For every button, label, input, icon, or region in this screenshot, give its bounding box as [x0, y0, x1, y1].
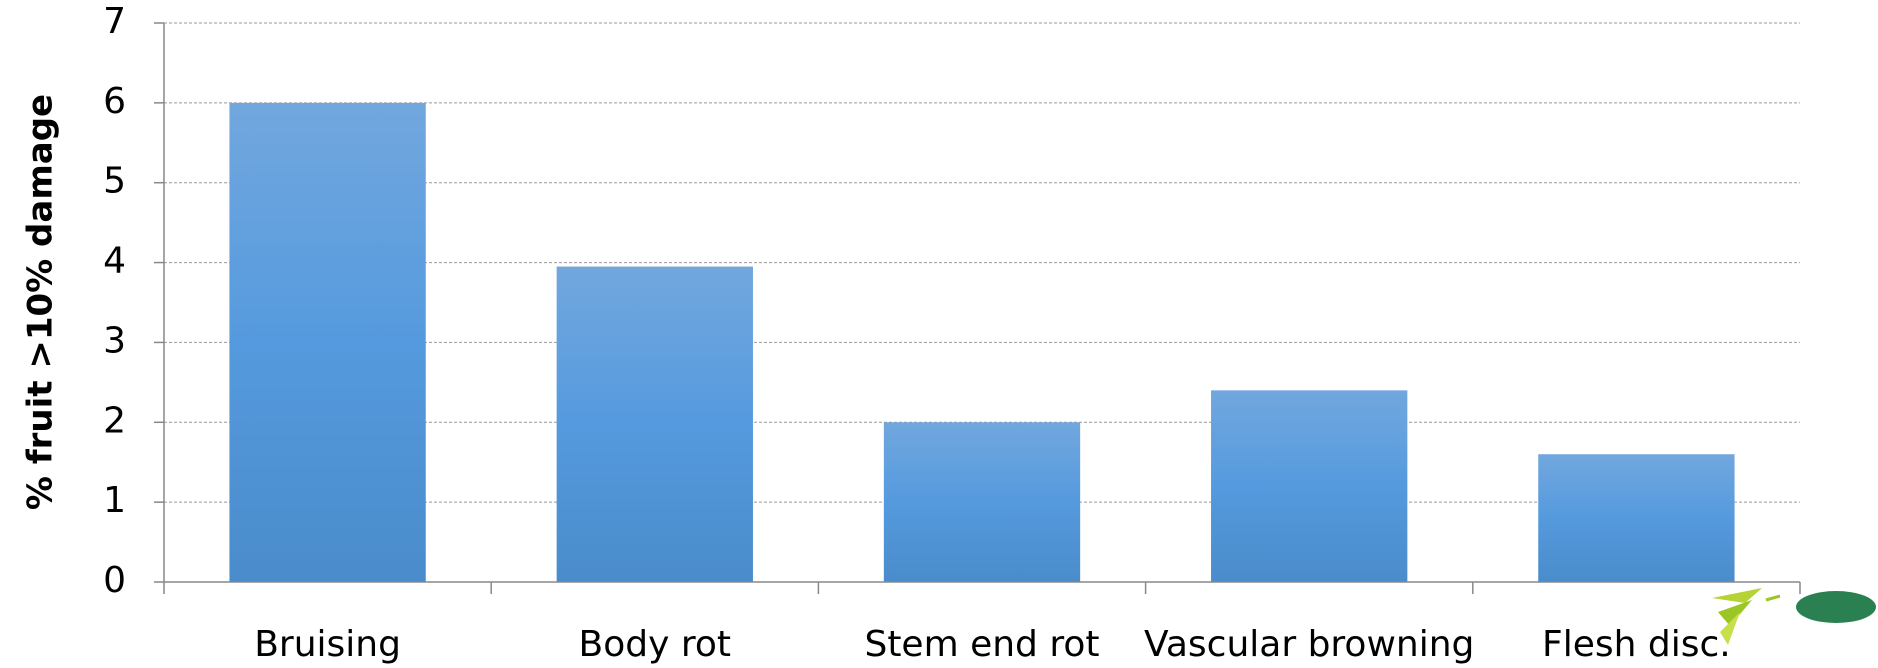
bar: [556, 266, 753, 582]
y-tick-label: 1: [103, 480, 126, 521]
y-tick-label: 6: [103, 81, 126, 122]
x-tick-label: Vascular browning: [1144, 624, 1474, 665]
y-tick-label: 5: [103, 161, 126, 202]
y-tick-label: 4: [103, 241, 126, 282]
y-axis-label: % fruit >10% damage: [21, 94, 61, 510]
x-tick-label: Bruising: [254, 624, 401, 665]
y-tick-label: 2: [103, 400, 126, 441]
y-tick-label: 0: [103, 560, 126, 601]
bar: [229, 102, 426, 582]
y-tick-label: 3: [103, 320, 126, 361]
bar: [883, 422, 1081, 582]
logo: [1712, 588, 1876, 645]
bar: [1211, 390, 1408, 582]
x-tick-label: Body rot: [579, 624, 731, 665]
bar: [1538, 454, 1735, 582]
x-tick-label: Flesh disc.: [1542, 624, 1731, 665]
y-tick-label: 7: [103, 1, 126, 42]
x-tick-label: Stem end rot: [864, 624, 1099, 665]
